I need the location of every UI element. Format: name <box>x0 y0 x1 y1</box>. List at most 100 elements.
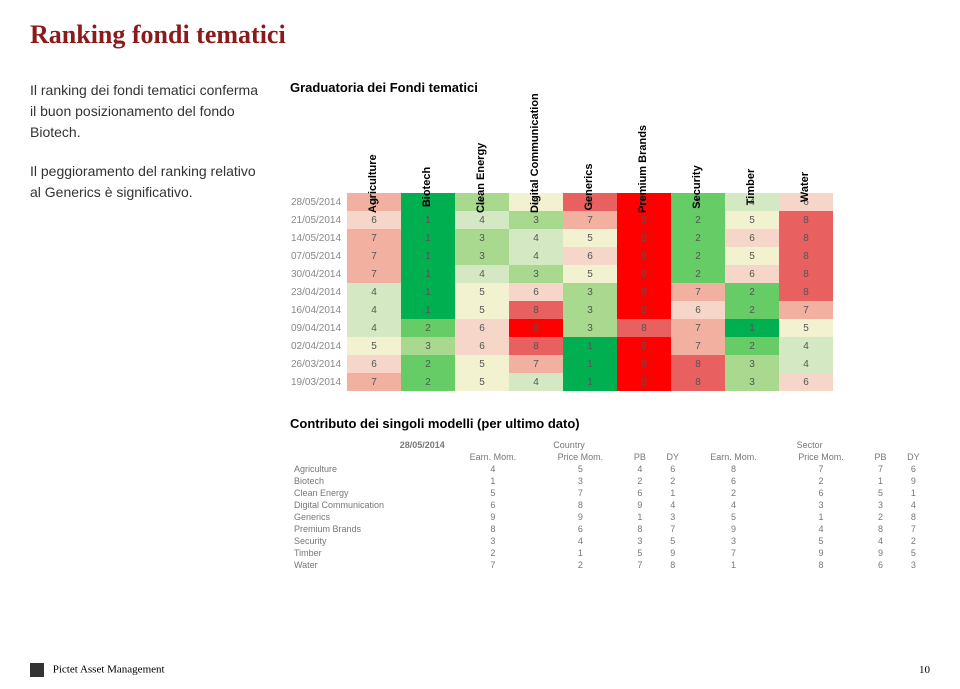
heatmap-title: Graduatoria dei Fondi tematici <box>290 80 930 95</box>
footer-logo-icon <box>30 663 44 677</box>
heatmap-row-date: 16/04/2014 <box>290 301 347 319</box>
contrib-cell: 3 <box>624 535 656 547</box>
contrib-row-label: Generics <box>290 511 449 523</box>
heatmap-cell: 9 <box>617 337 671 355</box>
heatmap-cell: 2 <box>401 355 455 373</box>
heatmap-cell: 4 <box>509 373 563 391</box>
heatmap-cell: 5 <box>725 211 779 229</box>
heatmap-cell: 8 <box>779 283 833 301</box>
heatmap-cell: 5 <box>563 229 617 247</box>
contrib-cell: 1 <box>778 511 865 523</box>
contrib-cell: 6 <box>778 487 865 499</box>
contrib-cell: 5 <box>897 547 930 559</box>
heatmap-cell: 8 <box>671 373 725 391</box>
heatmap-cell: 4 <box>455 211 509 229</box>
heatmap-cell: 2 <box>725 283 779 301</box>
contrib-cell: 2 <box>656 475 689 487</box>
contrib-cell: 8 <box>864 523 896 535</box>
heatmap-cell: 1 <box>401 265 455 283</box>
heatmap-cell: 4 <box>509 247 563 265</box>
contrib-cell: 6 <box>537 523 624 535</box>
contrib-subcol-header: Earn. Mom. <box>449 451 537 463</box>
contrib-cell: 3 <box>778 499 865 511</box>
contrib-cell: 8 <box>897 511 930 523</box>
heatmap-cell: 9 <box>617 301 671 319</box>
heatmap-cell: 8 <box>617 319 671 337</box>
contrib-cell: 6 <box>897 463 930 475</box>
contrib-table: 28/05/2014CountrySector Earn. Mom.Price … <box>290 439 930 571</box>
contrib-cell: 9 <box>864 547 896 559</box>
heatmap-cell: 5 <box>455 373 509 391</box>
contrib-cell: 9 <box>656 547 689 559</box>
contrib-cell: 8 <box>778 559 865 571</box>
contrib-cell: 9 <box>449 511 537 523</box>
heatmap-cell: 7 <box>563 211 617 229</box>
heatmap-cell: 6 <box>779 373 833 391</box>
heatmap-row-date: 14/05/2014 <box>290 229 347 247</box>
footer: Pictet Asset Management 10 <box>30 663 930 677</box>
contrib-cell: 9 <box>689 523 777 535</box>
heatmap-cell: 2 <box>401 373 455 391</box>
heatmap-cell: 8 <box>779 211 833 229</box>
heatmap-cell: 6 <box>671 301 725 319</box>
contrib-row-label: Premium Brands <box>290 523 449 535</box>
heatmap-col-header: Digital Communication <box>509 103 563 193</box>
heatmap-row-date: 09/04/2014 <box>290 319 347 337</box>
contrib-cell: 1 <box>537 547 624 559</box>
contrib-cell: 1 <box>624 511 656 523</box>
heatmap-cell: 6 <box>725 265 779 283</box>
contrib-row-label: Security <box>290 535 449 547</box>
contrib-cell: 2 <box>864 511 896 523</box>
heatmap-cell: 7 <box>671 319 725 337</box>
contrib-cell: 7 <box>778 463 865 475</box>
heatmap-row-date: 26/03/2014 <box>290 355 347 373</box>
heatmap-row-date: 19/03/2014 <box>290 373 347 391</box>
contrib-cell: 4 <box>537 535 624 547</box>
contrib-cell: 7 <box>449 559 537 571</box>
heatmap-cell: 7 <box>509 355 563 373</box>
heatmap-cell: 5 <box>455 283 509 301</box>
heatmap-cell: 9 <box>617 373 671 391</box>
contrib-cell: 4 <box>656 499 689 511</box>
heatmap-cell: 7 <box>347 265 401 283</box>
heatmap-cell: 4 <box>779 337 833 355</box>
heatmap-cell: 3 <box>725 355 779 373</box>
heatmap-cell: 7 <box>671 283 725 301</box>
contrib-subcol-header: Earn. Mom. <box>689 451 777 463</box>
heatmap-col-header: Generics <box>563 103 617 193</box>
contrib-subcol-header: PB <box>624 451 656 463</box>
contrib-cell: 7 <box>864 463 896 475</box>
contrib-cell: 4 <box>449 463 537 475</box>
heatmap-col-header: Security <box>671 103 725 193</box>
heatmap-col-header: Water <box>779 103 833 193</box>
heatmap-cell: 5 <box>455 355 509 373</box>
contrib-cell: 6 <box>449 499 537 511</box>
heatmap-cell: 4 <box>347 283 401 301</box>
heatmap-cell: 6 <box>347 355 401 373</box>
contrib-cell: 7 <box>689 547 777 559</box>
heatmap-cell: 3 <box>401 337 455 355</box>
heatmap-cell: 2 <box>671 247 725 265</box>
contrib-group-header: Country <box>449 439 690 451</box>
heatmap-cell: 3 <box>509 265 563 283</box>
heatmap-cell: 6 <box>455 337 509 355</box>
contrib-cell: 5 <box>778 535 865 547</box>
contrib-cell: 8 <box>656 559 689 571</box>
contrib-subcol-header: DY <box>897 451 930 463</box>
heatmap-cell: 9 <box>617 247 671 265</box>
contrib-cell: 1 <box>449 475 537 487</box>
heatmap-cell: 5 <box>725 247 779 265</box>
contrib-cell: 4 <box>897 499 930 511</box>
contrib-cell: 1 <box>864 475 896 487</box>
heatmap-cell: 7 <box>347 247 401 265</box>
contrib-row-label: Digital Communication <box>290 499 449 511</box>
contrib-cell: 3 <box>537 475 624 487</box>
heatmap-cell: 3 <box>725 373 779 391</box>
contrib-row-label: Water <box>290 559 449 571</box>
heatmap-cell: 8 <box>779 265 833 283</box>
heatmap-cell: 7 <box>347 229 401 247</box>
intro-p1: Il ranking dei fondi tematici conferma i… <box>30 80 260 143</box>
heatmap-col-header: Premium Brands <box>617 103 671 193</box>
heatmap-cell: 2 <box>671 211 725 229</box>
heatmap-cell: 1 <box>725 319 779 337</box>
